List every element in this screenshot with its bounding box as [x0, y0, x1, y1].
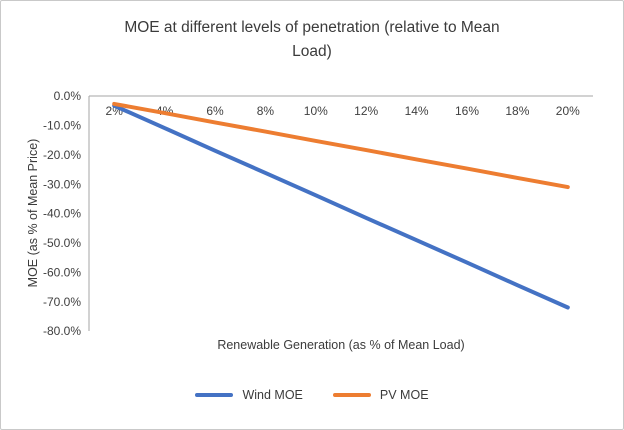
y-axis-title: MOE (as % of Mean Price) — [26, 138, 40, 288]
x-axis-title: Renewable Generation (as % of Mean Load) — [217, 338, 465, 352]
y-tick-label: -70.0% — [43, 295, 81, 309]
chart-title: MOE at different levels of penetration (… — [1, 16, 623, 64]
x-tick-label: 20% — [556, 104, 580, 118]
legend-line-sample — [332, 393, 371, 397]
y-tick-label: -50.0% — [43, 236, 81, 250]
y-tick-label: -60.0% — [43, 265, 81, 279]
legend-item-wind-moe: Wind MOE — [195, 388, 303, 402]
legend-line-sample — [195, 393, 234, 397]
legend-item-pv-moe: PV MOE — [332, 388, 429, 402]
x-tick-label: 18% — [505, 104, 529, 118]
x-tick-label: 10% — [304, 104, 328, 118]
y-tick-label: -80.0% — [43, 324, 81, 338]
wind-moe-line — [112, 103, 570, 310]
x-tick-label: 6% — [206, 104, 224, 118]
x-tick-label: 16% — [455, 104, 479, 118]
y-tick-label: -40.0% — [43, 207, 81, 221]
legend: Wind MOE PV MOE — [1, 388, 623, 402]
x-tick-label: 12% — [354, 104, 378, 118]
x-tick-label: 8% — [257, 104, 275, 118]
y-tick-label: -30.0% — [43, 177, 81, 191]
legend-label: PV MOE — [379, 388, 429, 402]
chart-title-line-1: MOE at different levels of penetration (… — [124, 19, 500, 36]
chart-title-line-2: Load) — [292, 43, 332, 61]
legend-label: Wind MOE — [242, 388, 303, 402]
pv-moe-line — [112, 101, 570, 190]
y-tick-label: 0.0% — [54, 89, 82, 103]
x-tick-label: 14% — [405, 104, 429, 118]
y-tick-label: -20.0% — [43, 148, 81, 162]
y-tick-label: -10.0% — [43, 119, 81, 133]
